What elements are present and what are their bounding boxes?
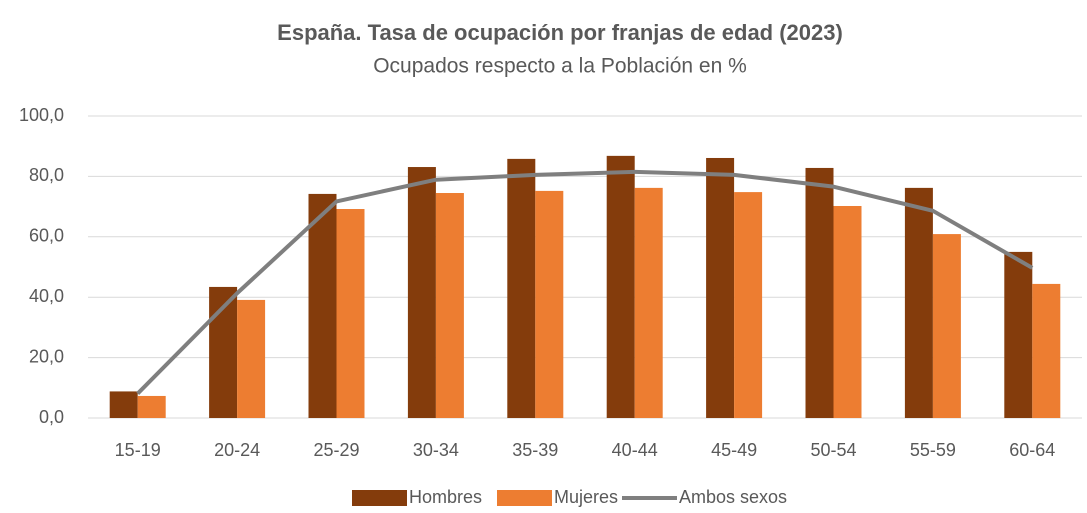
x-tick-label: 25-29 — [313, 440, 359, 460]
bar — [904, 187, 933, 418]
y-tick-label: 100,0 — [19, 105, 64, 125]
bar — [833, 205, 862, 418]
bar — [805, 167, 834, 418]
bar — [507, 158, 536, 418]
x-tick-label: 35-39 — [512, 440, 558, 460]
bar — [706, 157, 735, 418]
legend-swatch — [497, 490, 552, 506]
bar — [308, 193, 337, 418]
x-tick-label: 55-59 — [910, 440, 956, 460]
y-tick-label: 0,0 — [39, 407, 64, 427]
x-tick-label: 30-34 — [413, 440, 459, 460]
y-tick-label: 80,0 — [29, 165, 64, 185]
bar — [535, 190, 564, 418]
bar — [336, 209, 365, 418]
bar — [1032, 283, 1061, 418]
legend-label: Hombres — [409, 487, 482, 507]
bar — [435, 193, 464, 418]
bar — [109, 391, 138, 418]
bar — [634, 187, 663, 418]
y-tick-label: 60,0 — [29, 226, 64, 246]
x-tick-label: 60-64 — [1009, 440, 1055, 460]
chart-title: España. Tasa de ocupación por franjas de… — [277, 20, 843, 45]
x-tick-label: 45-49 — [711, 440, 757, 460]
chart-subtitle: Ocupados respecto a la Población en % — [373, 55, 747, 78]
x-tick-label: 20-24 — [214, 440, 260, 460]
y-tick-label: 20,0 — [29, 346, 64, 366]
legend-swatch — [352, 490, 407, 506]
bar — [237, 299, 266, 418]
bar — [606, 155, 635, 418]
legend-label: Mujeres — [554, 487, 618, 507]
line — [136, 169, 1034, 395]
y-tick-label: 40,0 — [29, 286, 64, 306]
bar — [734, 192, 763, 418]
bar — [1004, 251, 1033, 418]
bar — [932, 234, 961, 418]
bar — [137, 395, 166, 418]
x-tick-label: 40-44 — [612, 440, 658, 460]
legend-label: Ambos sexos — [679, 487, 787, 507]
bar — [407, 167, 436, 418]
x-tick-label: 50-54 — [810, 440, 856, 460]
x-tick-label: 15-19 — [115, 440, 161, 460]
